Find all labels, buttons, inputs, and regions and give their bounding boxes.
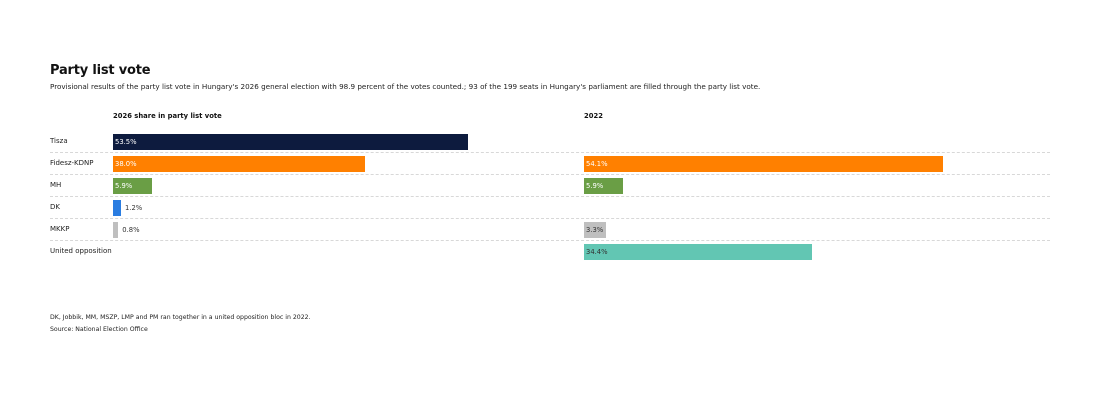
party-label: United opposition [50,247,112,255]
party-label: MH [50,181,62,189]
footnote: DK, Jobbik, MM, MSZP, LMP and PM ran tog… [50,314,311,321]
chart-subtitle: Provisional results of the party list vo… [50,82,761,91]
bar-2022 [584,244,813,260]
party-label: DK [50,203,60,211]
bar-2026 [113,134,468,150]
bar-2026 [113,200,121,216]
bar-2022 [584,156,943,172]
bar-rows: Tisza 53.5% Fidesz-KDNP 38.0% 54.1% MH 5.9% 5.9… [50,131,1050,263]
source-note: Source: National Election Office [50,326,148,333]
table-row: Fidesz-KDNP 38.0% 54.1% [50,153,1050,175]
value-label: 0.8% [122,226,140,234]
value-label: 1.2% [124,204,143,212]
party-label: Fidesz-KDNP [50,159,94,167]
bar-2022 [584,178,624,194]
value-label: 5.9% [115,182,133,190]
table-row: DK 1.2% [50,197,1050,219]
bar-2022 [584,222,606,238]
value-label: 53.5% [115,138,137,146]
bar-2026 [113,222,119,238]
table-row: MH 5.9% 5.9% [50,175,1050,197]
chart-title: Party list vote [50,63,151,78]
value-label: 3.3% [586,226,604,234]
value-label: 38.0% [115,160,137,168]
party-label: MKKP [50,225,70,233]
party-label: Tisza [50,137,68,145]
column-header-2026: 2026 share in party list vote [113,112,222,120]
value-label: 5.9% [586,182,604,190]
bar-2026 [113,178,153,194]
column-header-2022: 2022 [584,112,603,120]
table-row: Tisza 53.5% [50,131,1050,153]
value-label: 54.1% [586,160,608,168]
value-label: 34.4% [586,248,608,256]
table-row: United opposition 34.4% [50,241,1050,263]
table-row: MKKP 0.8% 3.3% [50,219,1050,241]
bar-2026 [113,156,365,172]
